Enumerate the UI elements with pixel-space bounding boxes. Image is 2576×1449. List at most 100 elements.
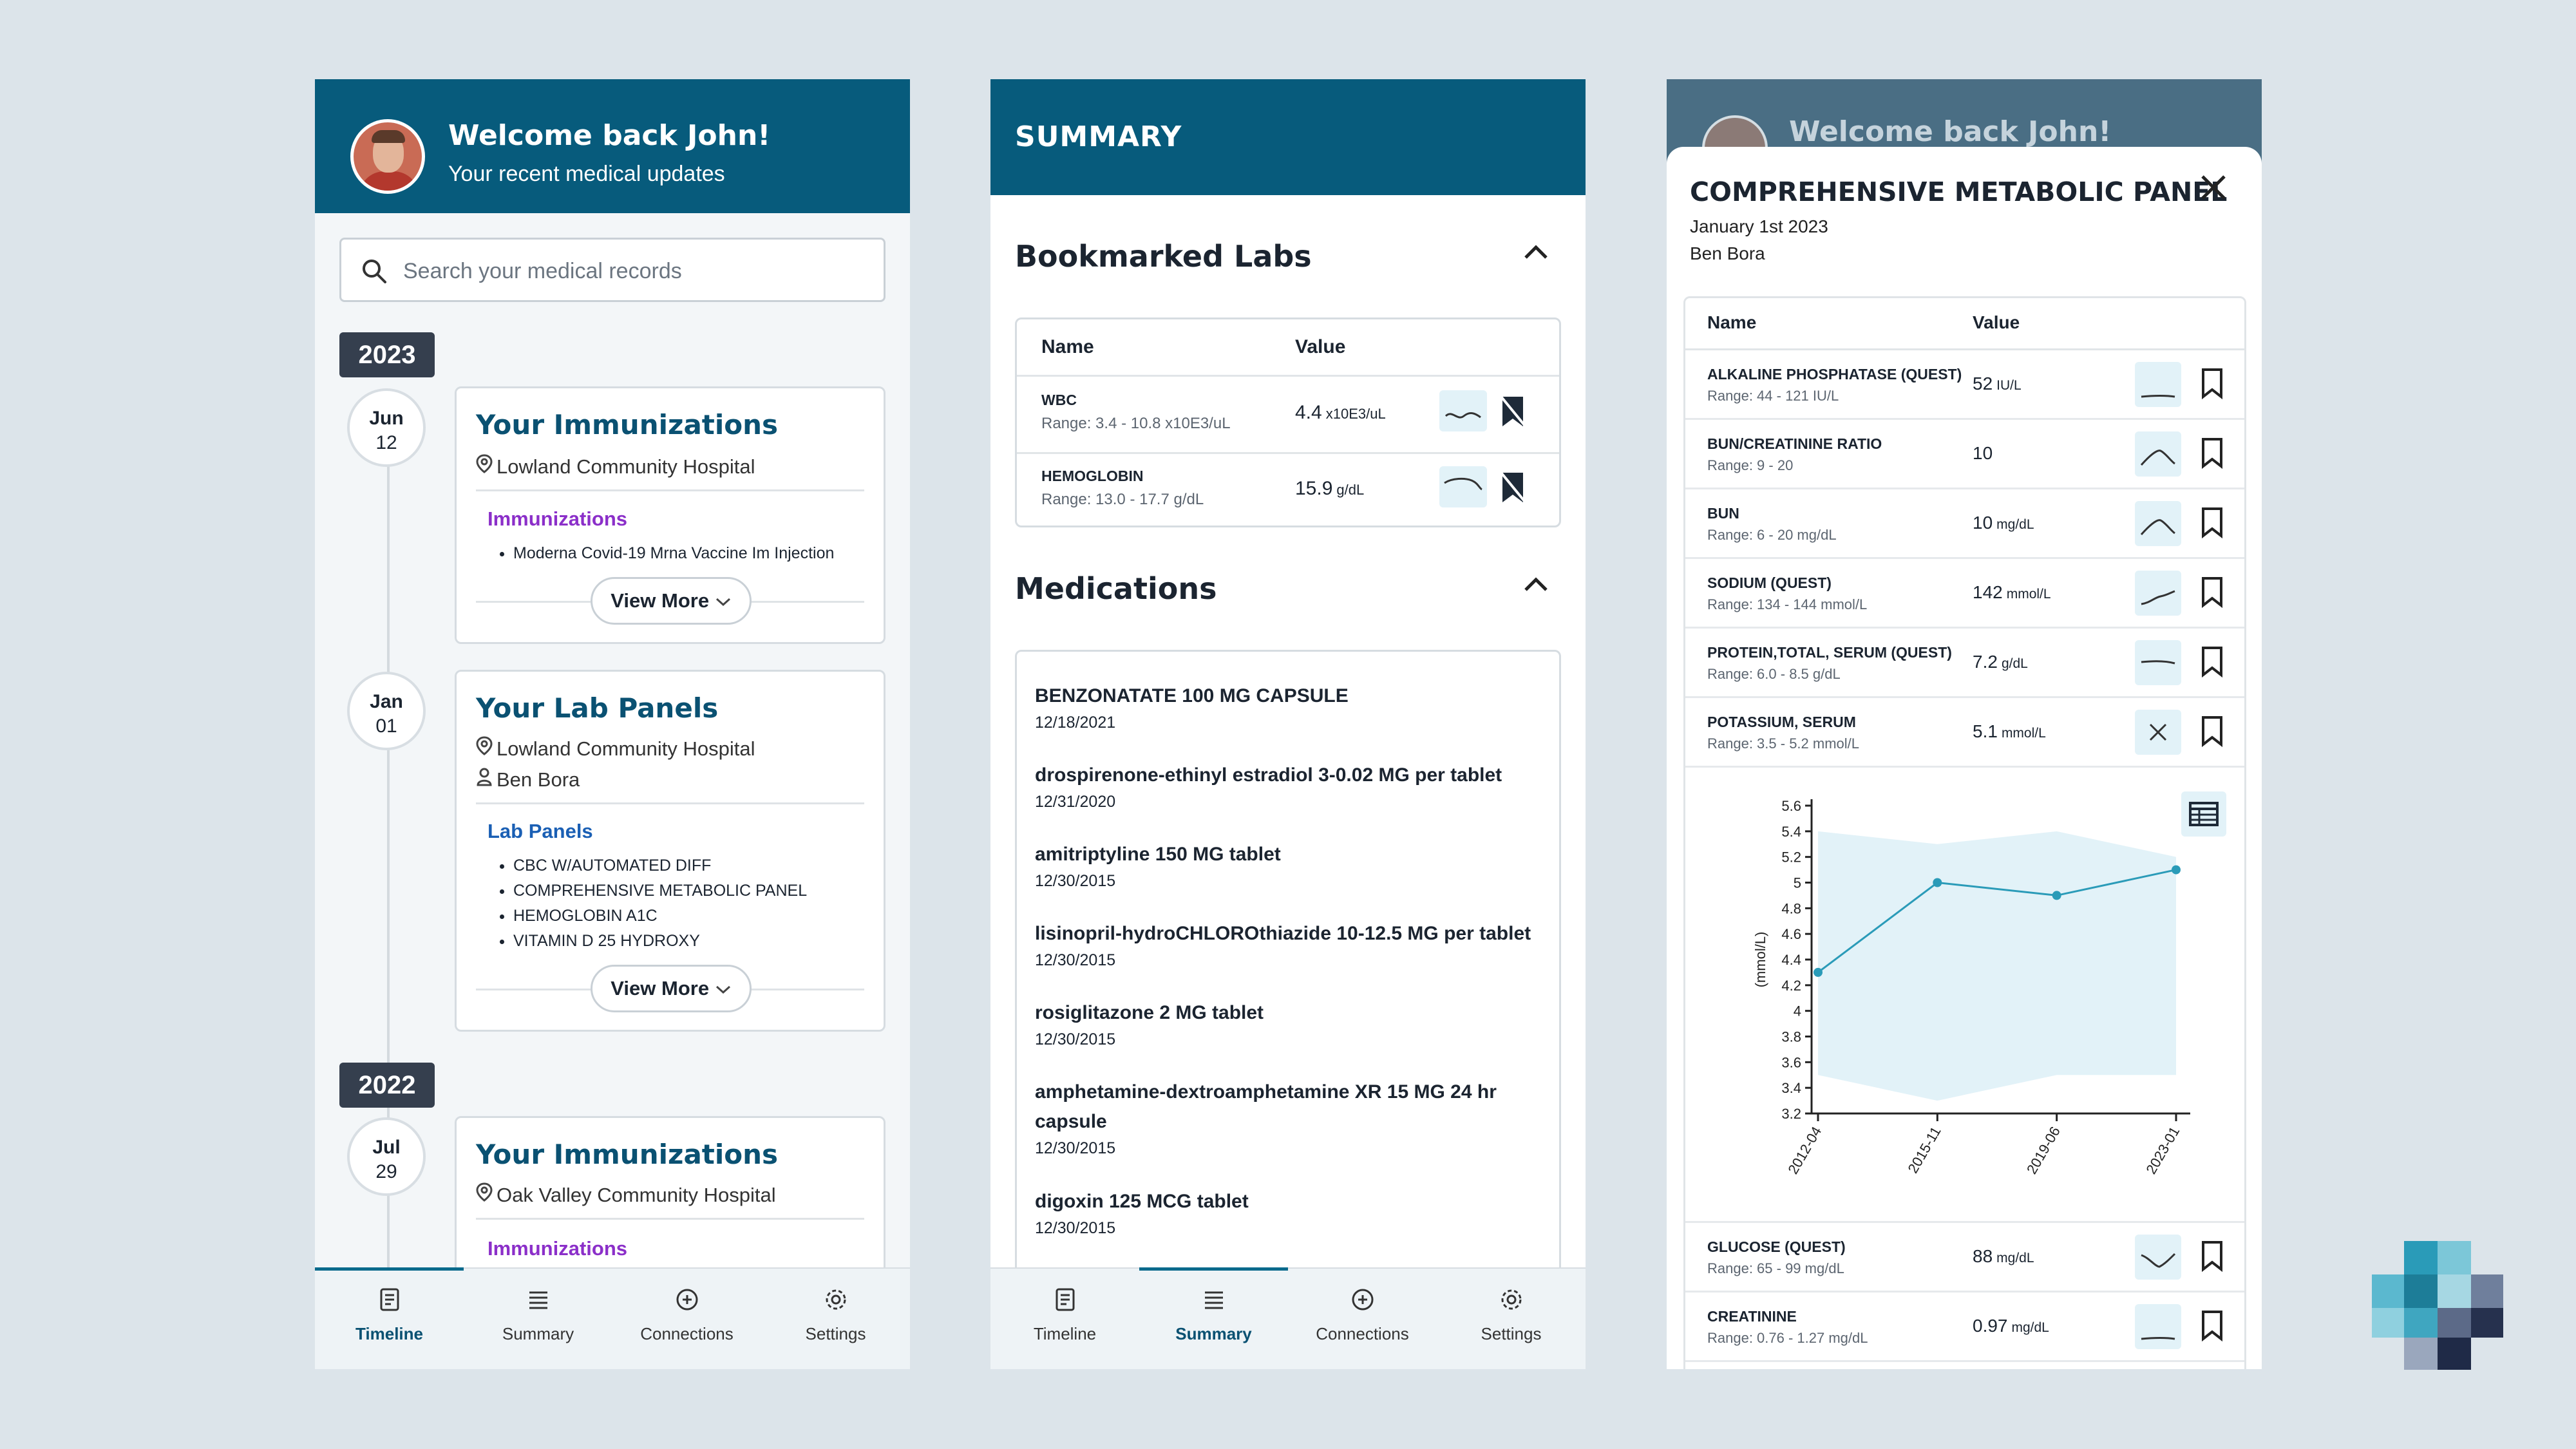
trend-sparkline-icon[interactable]: [2135, 640, 2181, 685]
plus-circle-icon: [1288, 1287, 1437, 1320]
nav-connections[interactable]: Connections: [612, 1269, 761, 1369]
close-icon[interactable]: [2135, 710, 2181, 755]
nav-summary[interactable]: Summary: [464, 1269, 612, 1369]
lab-name: BUN: [1707, 505, 1739, 522]
chevron-down-icon: [715, 589, 732, 612]
bookmark-icon[interactable]: [2199, 645, 2225, 682]
y-tick-label: 5.2: [1781, 849, 1801, 866]
trend-sparkline-icon[interactable]: [2135, 501, 2181, 546]
nav-summary[interactable]: Summary: [1139, 1267, 1288, 1369]
trend-sparkline-icon[interactable]: [2135, 431, 2181, 477]
nav-timeline[interactable]: Timeline: [315, 1267, 464, 1369]
chevron-up-icon[interactable]: [1522, 569, 1550, 601]
bookmark-icon[interactable]: [2199, 437, 2225, 473]
location-pin-icon: [476, 736, 497, 761]
trend-sparkline-icon[interactable]: [2135, 571, 2181, 616]
chevron-up-icon[interactable]: [1522, 236, 1550, 269]
bookmark-icon[interactable]: [2199, 367, 2225, 404]
series-line: [1817, 869, 2177, 974]
nav-settings[interactable]: Settings: [1437, 1269, 1586, 1369]
immunization-card[interactable]: Your Immunizations Lowland Community Hos…: [455, 386, 886, 644]
card-item-list: Moderna Covid-19 Mrna Vaccine Im Injecti…: [513, 544, 834, 569]
lab-name: GLUCOSE (QUEST): [1707, 1238, 1846, 1255]
gear-icon: [1437, 1287, 1586, 1320]
table-row[interactable]: BUN/CREATININE RATIO Range: 9 - 20 10: [1685, 420, 2244, 489]
modal-title: COMPREHENSIVE METABOLIC PANEL: [1690, 176, 2228, 207]
table-row[interactable]: SODIUM (QUEST) Range: 134 - 144 mmol/L 142…: [1685, 559, 2244, 629]
table-row[interactable]: ALKALINE PHOSPHATASE (QUEST) Range: 44 - …: [1685, 350, 2244, 420]
view-more-button[interactable]: View More: [591, 577, 752, 625]
view-more-button[interactable]: View More: [591, 965, 752, 1012]
list-item: CBC W/AUTOMATED DIFF: [513, 857, 807, 875]
location-pin-icon: [476, 1182, 497, 1207]
bookmark-icon[interactable]: [2199, 715, 2225, 752]
lab-name: PROTEIN,TOTAL, SERUM (QUEST): [1707, 644, 1952, 661]
table-row[interactable]: CREATININE Range: 0.76 - 1.27 mg/dL 0.97 mg…: [1685, 1293, 2244, 1362]
lab-name: HEMOGLOBIN: [1041, 468, 1144, 484]
timeline-icon: [315, 1287, 464, 1320]
trend-sparkline-icon[interactable]: [2135, 1235, 2181, 1280]
lab-panel-card[interactable]: Your Lab Panels Lowland Community Hospit…: [455, 670, 886, 1032]
trend-chart-svg: 5.6 5.4 5.2 5 4.8 4.6 4.4 4.2 4 3.8 3.6 3.4 3.2 (mmol…: [1752, 798, 2190, 1177]
page-title: SUMMARY: [1015, 120, 1182, 153]
background-title: Welcome back John!: [1789, 115, 2112, 148]
list-item[interactable]: amitriptyline 150 MG tablet 12/30/2015: [1035, 844, 1281, 890]
data-point: [1814, 967, 1823, 977]
table-row[interactable]: BUN Range: 6 - 20 mg/dL 10 mg/dL: [1685, 489, 2244, 559]
list-item[interactable]: BENZONATATE 100 MG CAPSULE 12/18/2021: [1035, 685, 1349, 732]
y-tick-label: 5: [1794, 875, 1801, 891]
date-circle: Jul 29: [347, 1117, 426, 1196]
table-row[interactable]: PROTEIN,TOTAL, SERUM (QUEST) Range: 6.0 -…: [1685, 629, 2244, 698]
timeline-line: [387, 459, 390, 1348]
y-tick-label: 4.2: [1781, 978, 1801, 994]
x-tick-label: 2015-11: [1904, 1124, 1944, 1176]
bookmark-icon[interactable]: [2199, 576, 2225, 612]
plus-circle-icon: [612, 1287, 761, 1320]
lab-range: Range: 44 - 121 IU/L: [1707, 388, 1839, 404]
list-item[interactable]: lisinopril-hydroCHLOROthiazide 10-12.5 M…: [1035, 923, 1531, 969]
search-input[interactable]: Search your medical records: [339, 238, 886, 302]
medications-title: Medications: [1015, 571, 1217, 606]
nav-settings[interactable]: Settings: [761, 1269, 910, 1369]
lab-range: Range: 3.5 - 5.2 mmol/L: [1707, 735, 1860, 752]
gear-icon: [761, 1287, 910, 1320]
bookmark-filled-icon[interactable]: [1499, 470, 1527, 505]
table-row[interactable]: POTASSIUM, SERUM Range: 3.5 - 5.2 mmol/L 5…: [1685, 698, 2244, 768]
lab-value: 142 mmol/L: [1973, 582, 2051, 602]
lab-range: Range: 13.0 - 17.7 g/dL: [1041, 491, 1204, 508]
lab-value: 7.2 g/dL: [1973, 652, 2028, 672]
bookmark-filled-icon[interactable]: [1499, 394, 1527, 429]
trend-sparkline-icon[interactable]: [1439, 466, 1487, 507]
nav-connections[interactable]: Connections: [1288, 1269, 1437, 1369]
nav-timeline[interactable]: Timeline: [990, 1269, 1139, 1369]
y-tick-label: 4.8: [1781, 900, 1801, 916]
reference-range-band: [1818, 831, 2176, 1101]
bookmark-icon[interactable]: [2199, 1240, 2225, 1276]
list-item[interactable]: drospirenone-ethinyl estradiol 3-0.02 MG…: [1035, 764, 1502, 811]
trend-sparkline-icon[interactable]: [1439, 390, 1487, 431]
card-location: Lowland Community Hospital: [476, 736, 755, 761]
welcome-title: Welcome back John!: [448, 119, 771, 152]
medications-list: BENZONATATE 100 MG CAPSULE 12/18/2021 dro…: [1015, 650, 1561, 1369]
bookmark-icon[interactable]: [2199, 1309, 2225, 1346]
trend-sparkline-icon[interactable]: [2135, 1304, 2181, 1349]
y-tick-label: 3.8: [1781, 1029, 1801, 1045]
list-item[interactable]: rosiglitazone 2 MG tablet 12/30/2015: [1035, 1002, 1264, 1048]
welcome-subtitle: Your recent medical updates: [448, 162, 725, 186]
data-point: [1933, 878, 1942, 887]
lab-name: WBC: [1041, 392, 1077, 408]
lab-value: 5.1 mmol/L: [1973, 721, 2046, 741]
card-location: Lowland Community Hospital: [476, 454, 755, 478]
y-axis-label: (mmol/L): [1752, 932, 1768, 988]
list-item[interactable]: amphetamine-dextroamphetamine XR 15 MG 2…: [1035, 1081, 1497, 1157]
bookmark-icon[interactable]: [2199, 506, 2225, 543]
list-item[interactable]: digoxin 125 MCG tablet 12/30/2015: [1035, 1191, 1249, 1237]
lab-name: POTASSIUM, SERUM: [1707, 714, 1856, 730]
avatar[interactable]: [350, 119, 425, 194]
summary-icon: [464, 1287, 612, 1320]
close-icon[interactable]: [2197, 170, 2230, 212]
table-view-icon[interactable]: [2181, 791, 2226, 837]
trend-sparkline-icon[interactable]: [2135, 362, 2181, 407]
lab-value: 88 mg/dL: [1973, 1246, 2034, 1266]
table-row[interactable]: GLUCOSE (QUEST) Range: 65 - 99 mg/dL 88 mg/…: [1685, 1223, 2244, 1293]
